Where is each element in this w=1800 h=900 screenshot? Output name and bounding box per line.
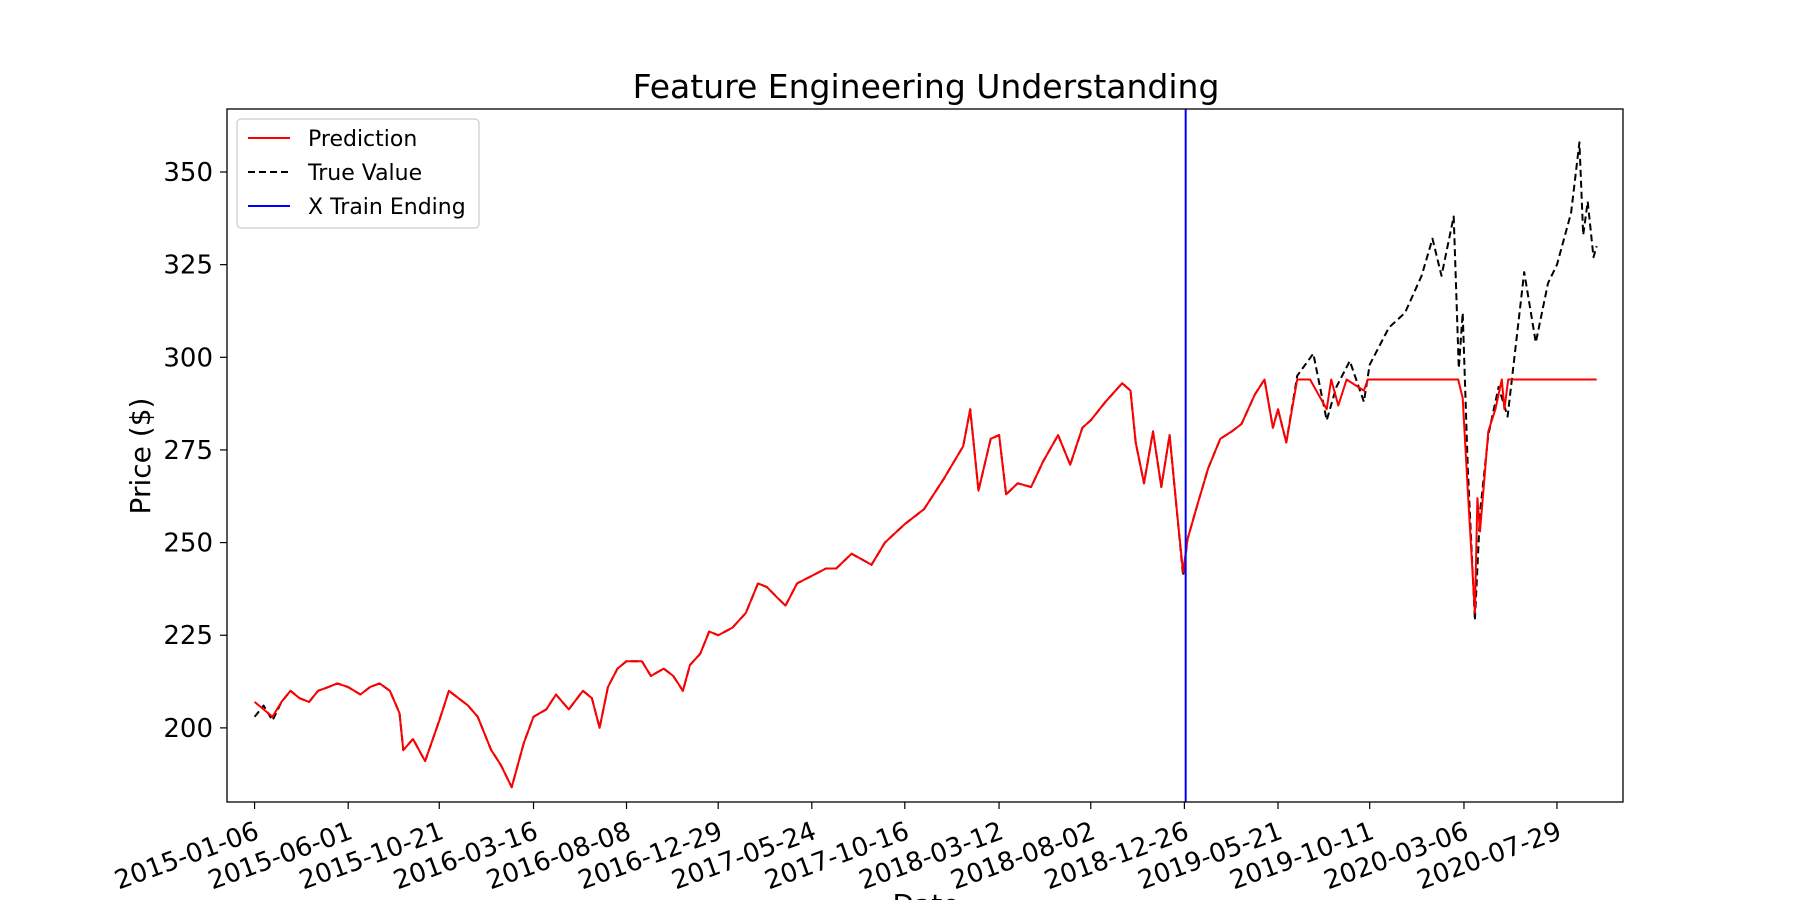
series-line-prediction: [253, 378, 1597, 789]
y-tick-label: 225: [163, 621, 213, 651]
plot-frame: [226, 108, 1624, 803]
series-line-true-value: [253, 141, 1598, 789]
y-tick-label: 350: [163, 158, 213, 188]
legend-box: [236, 118, 480, 229]
y-tick-label: 300: [163, 343, 213, 373]
legend: Prediction True Value X Train Ending: [236, 118, 480, 229]
y-tick-label: 200: [163, 714, 213, 744]
y-axis-label: Price ($): [124, 398, 157, 515]
y-tick-label: 275: [163, 436, 213, 466]
y-tick-label: 250: [163, 529, 213, 559]
chart-title: Feature Engineering Understanding: [633, 67, 1220, 106]
legend-prediction-label: Prediction: [308, 127, 417, 152]
legend-true-value-label: True Value: [307, 161, 422, 186]
legend-train-ending-label: X Train Ending: [308, 195, 466, 220]
y-tick-label: 325: [163, 251, 213, 281]
x-axis-label: Date: [893, 888, 960, 900]
